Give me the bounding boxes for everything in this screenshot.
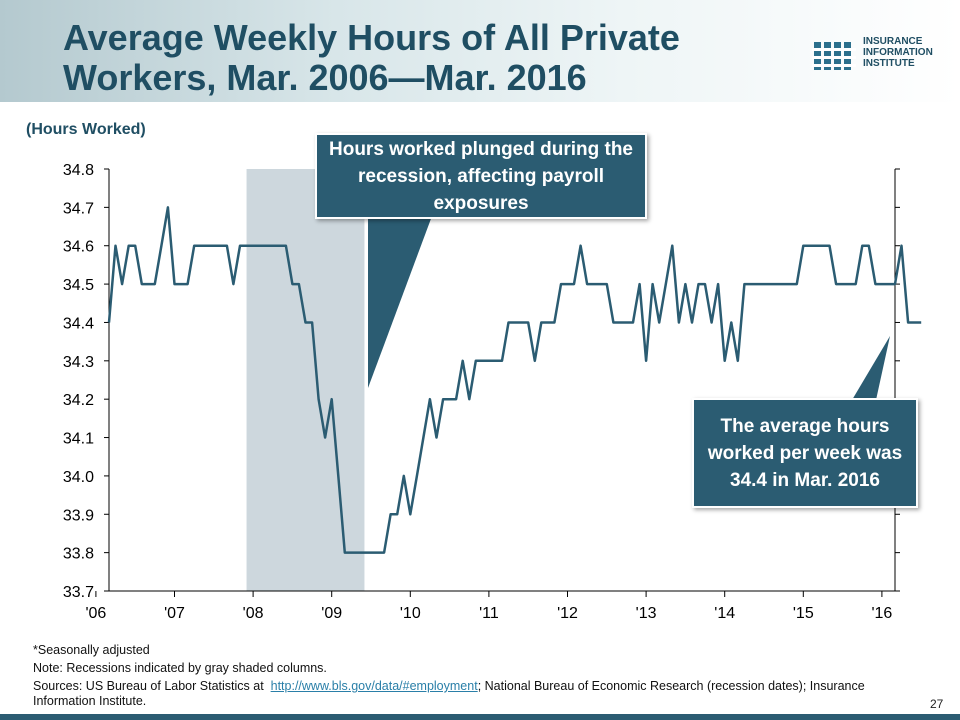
latest-callout-pointer — [852, 336, 890, 400]
header-band — [0, 0, 960, 104]
y-tick-label: 34.7 — [63, 200, 94, 217]
logo-line-3: INSTITUTE — [863, 58, 915, 69]
footnotes: *Seasonally adjusted Note: Recessions in… — [33, 643, 913, 712]
header-rule — [0, 102, 960, 104]
bls-link[interactable]: http://www.bls.gov/data/#employment — [270, 679, 478, 693]
x-tick-label: '13 — [636, 605, 657, 622]
recession-shade — [246, 169, 365, 591]
x-tick-label: '08 — [243, 605, 264, 622]
note-recessions: Note: Recessions indicated by gray shade… — [33, 661, 327, 675]
x-tick-label: '12 — [557, 605, 578, 622]
logo-line-2: INFORMATION — [863, 47, 933, 58]
series-line — [107, 206, 922, 554]
footer-bar — [0, 714, 960, 720]
y-tick-label: 33.7 — [63, 584, 94, 601]
x-tick-label: '14 — [714, 605, 735, 622]
logo-text: INSURANCE INFORMATION INSTITUTE — [863, 36, 933, 69]
y-tick-label: 34.1 — [63, 431, 94, 448]
y-tick-label: 34.5 — [63, 277, 94, 294]
page-number: 27 — [930, 697, 944, 711]
y-tick-label: 33.8 — [63, 546, 94, 563]
iii-logo-icon — [812, 42, 856, 70]
recession-callout: Hours worked plunged during the recessio… — [315, 133, 647, 219]
x-tick-label: '15 — [793, 605, 814, 622]
y-tick-label: 34.3 — [63, 354, 94, 371]
sources-suffix: ; National Bureau of Economic Research (… — [33, 679, 865, 708]
x-tick-label: '16 — [871, 605, 892, 622]
y-tick-label: 34.0 — [63, 469, 94, 486]
logo-line-1: INSURANCE — [863, 36, 923, 47]
x-tick-label: '06 — [85, 605, 106, 622]
recession-callout-pointer — [368, 216, 432, 388]
latest-value-callout: The average hours worked per week was 34… — [692, 398, 918, 508]
x-tick-label: '11 — [479, 605, 499, 622]
sources-prefix: Sources: US Bureau of Labor Statistics a… — [33, 679, 264, 693]
hours-line-chart: 34.8 34.7 34.6 34.5 34.4 34.3 34.2 34.1 34.0 33.9… — [63, 162, 922, 622]
y-tick-label: 34.2 — [63, 392, 94, 409]
x-tick-label: '07 — [164, 605, 185, 622]
y-axis-label: (Hours Worked) — [26, 121, 146, 138]
slide-title: Average Weekly Hours of All Private Work… — [63, 17, 680, 98]
y-tick-label: 34.8 — [63, 162, 94, 179]
y-tick-label: 34.4 — [63, 315, 94, 332]
x-tick-label: '09 — [321, 605, 342, 622]
y-tick-label: 33.9 — [63, 507, 94, 524]
x-tick-label: '10 — [400, 605, 421, 622]
note-adjusted: *Seasonally adjusted — [33, 643, 150, 657]
sources-note: Sources: US Bureau of Labor Statistics a… — [33, 679, 913, 709]
y-tick-label: 34.6 — [63, 239, 94, 256]
